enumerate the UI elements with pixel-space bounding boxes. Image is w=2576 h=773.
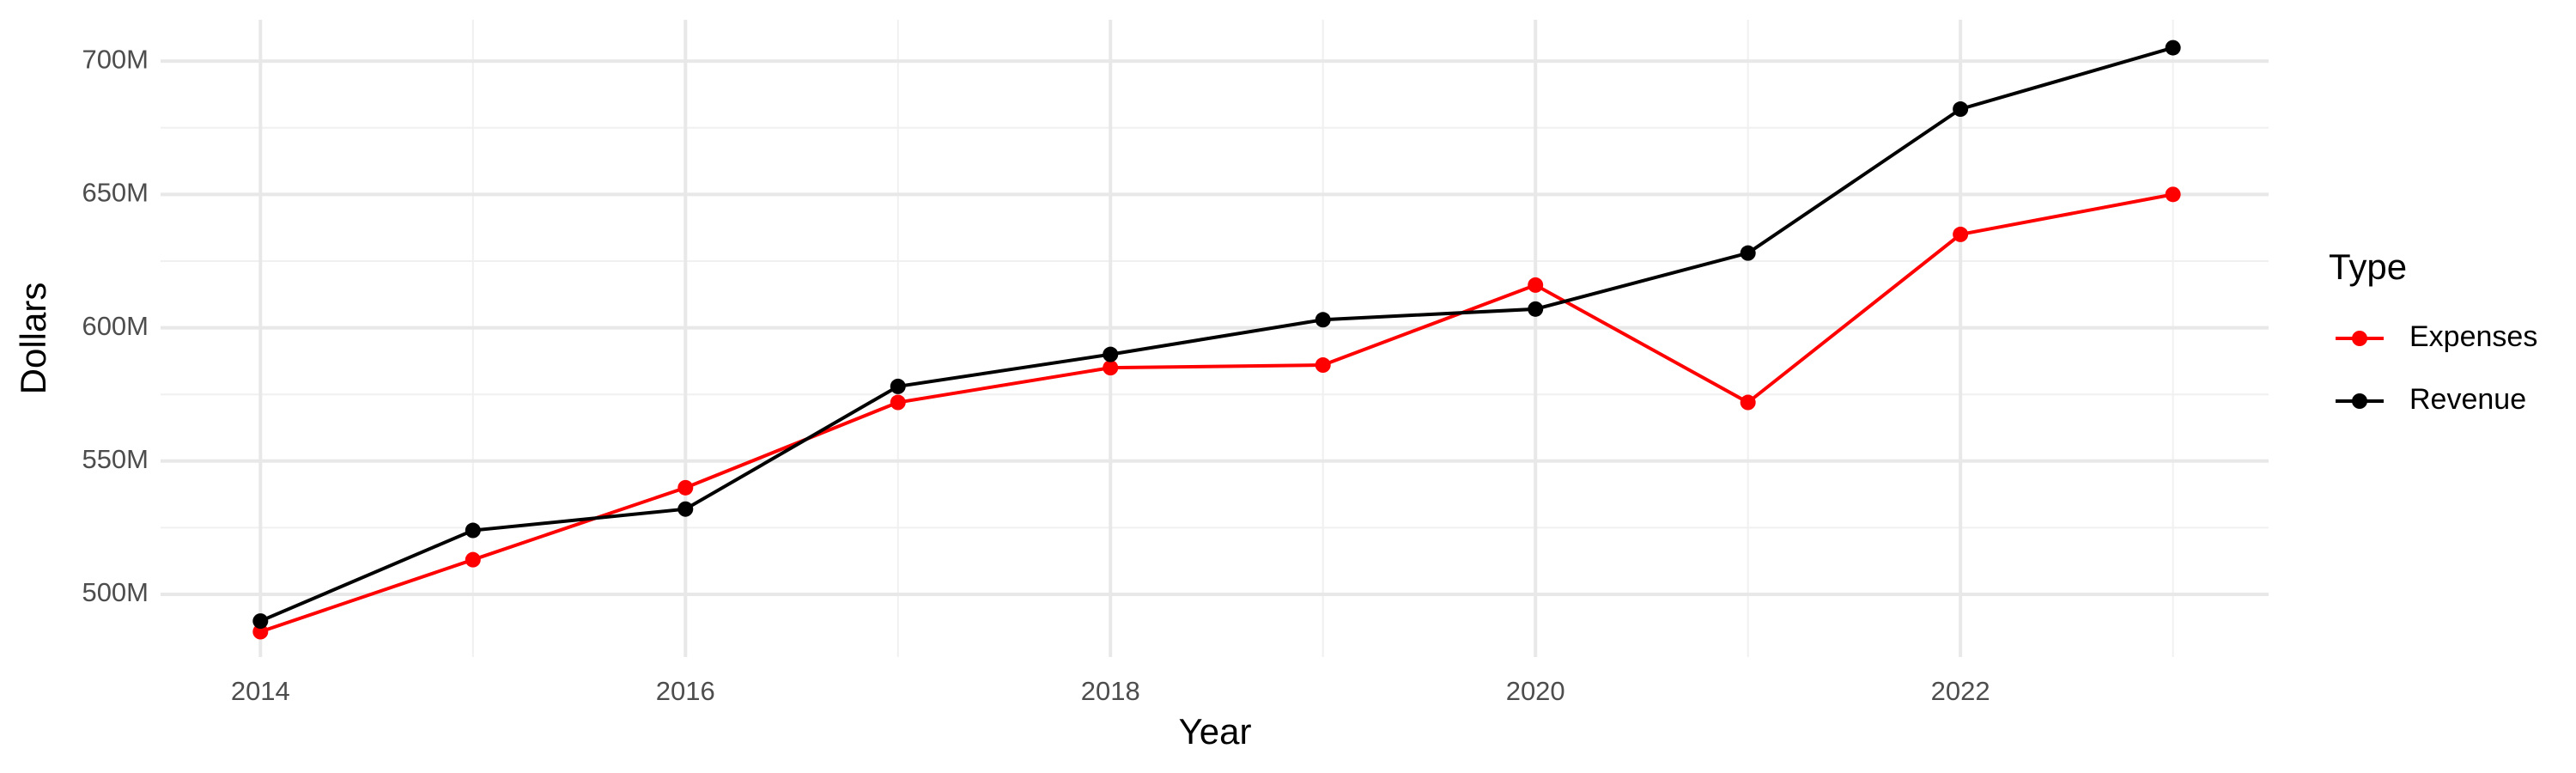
data-point xyxy=(252,613,269,630)
data-point xyxy=(1953,101,1969,118)
y-tick-label: 700M xyxy=(82,44,149,74)
series-line xyxy=(259,46,2174,623)
data-point xyxy=(677,501,694,517)
data-point xyxy=(252,624,269,640)
data-point xyxy=(465,522,481,539)
y-tick-label: 600M xyxy=(82,311,149,341)
legend-marker xyxy=(2352,331,2367,346)
grid xyxy=(161,20,2269,657)
data-point xyxy=(1740,394,1756,411)
x-tick-label: 2016 xyxy=(656,676,715,706)
data-point xyxy=(890,378,906,394)
x-tick-label: 2018 xyxy=(1081,676,1140,706)
legend-label: Revenue xyxy=(2409,383,2526,416)
y-tick-label: 500M xyxy=(82,577,149,607)
y-tick-label: 550M xyxy=(82,444,149,474)
data-point xyxy=(1103,360,1119,376)
data-point xyxy=(2165,40,2181,56)
data-point xyxy=(890,394,906,411)
x-tick-label: 2020 xyxy=(1506,676,1565,706)
data-point xyxy=(1528,301,1544,317)
x-tick-label: 2014 xyxy=(231,676,290,706)
data-point xyxy=(1528,277,1544,293)
data-point xyxy=(1953,226,1969,242)
data-point xyxy=(1315,357,1331,374)
y-axis-title: Dollars xyxy=(13,283,53,395)
data-point xyxy=(1740,245,1756,261)
legend-marker xyxy=(2352,393,2367,409)
data-point xyxy=(677,479,694,496)
series-line xyxy=(259,192,2173,634)
data-point xyxy=(465,551,481,568)
data-point xyxy=(1103,346,1119,362)
x-tick-label: 2022 xyxy=(1931,676,1990,706)
legend-label: Expenses xyxy=(2409,320,2537,353)
legend-title: Type xyxy=(2329,247,2407,287)
y-tick-label: 650M xyxy=(82,178,149,208)
x-axis-title: Year xyxy=(1179,711,1252,752)
data-point xyxy=(1315,312,1331,328)
data-point xyxy=(2165,186,2181,203)
